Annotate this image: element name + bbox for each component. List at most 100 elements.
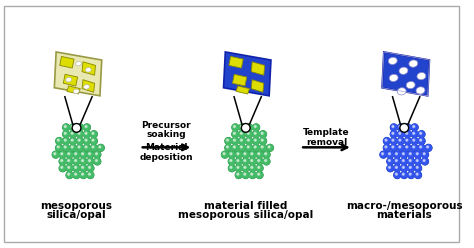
Circle shape bbox=[87, 151, 94, 158]
Circle shape bbox=[74, 160, 76, 161]
Circle shape bbox=[225, 138, 231, 144]
Circle shape bbox=[244, 160, 246, 161]
Circle shape bbox=[401, 152, 407, 158]
Circle shape bbox=[419, 145, 425, 151]
Circle shape bbox=[247, 139, 249, 141]
Circle shape bbox=[402, 173, 404, 175]
Polygon shape bbox=[82, 80, 95, 92]
Circle shape bbox=[77, 131, 83, 137]
Circle shape bbox=[415, 151, 421, 158]
Text: silica/opal: silica/opal bbox=[47, 210, 106, 220]
Circle shape bbox=[239, 131, 246, 137]
Circle shape bbox=[63, 124, 69, 130]
Circle shape bbox=[263, 151, 270, 158]
Circle shape bbox=[397, 124, 404, 131]
Circle shape bbox=[59, 158, 66, 165]
Circle shape bbox=[392, 139, 394, 141]
Circle shape bbox=[387, 151, 394, 158]
Circle shape bbox=[230, 166, 232, 168]
Circle shape bbox=[240, 139, 242, 141]
Ellipse shape bbox=[406, 81, 415, 89]
Circle shape bbox=[75, 166, 77, 168]
Circle shape bbox=[391, 145, 397, 151]
Circle shape bbox=[234, 139, 236, 141]
Circle shape bbox=[258, 166, 260, 168]
Circle shape bbox=[230, 160, 232, 161]
Circle shape bbox=[94, 158, 100, 165]
Circle shape bbox=[80, 172, 87, 178]
Circle shape bbox=[261, 146, 263, 148]
Circle shape bbox=[382, 153, 383, 155]
Text: Precursor: Precursor bbox=[141, 122, 191, 130]
Circle shape bbox=[427, 146, 428, 148]
Circle shape bbox=[251, 160, 253, 161]
Circle shape bbox=[243, 165, 249, 171]
Polygon shape bbox=[382, 52, 429, 96]
Circle shape bbox=[234, 125, 236, 127]
Circle shape bbox=[63, 131, 70, 138]
Circle shape bbox=[61, 153, 63, 155]
Circle shape bbox=[240, 146, 242, 148]
Circle shape bbox=[419, 131, 425, 137]
Circle shape bbox=[406, 139, 408, 141]
Circle shape bbox=[256, 151, 263, 158]
Circle shape bbox=[85, 125, 87, 127]
Circle shape bbox=[89, 160, 91, 161]
Circle shape bbox=[389, 166, 391, 168]
Circle shape bbox=[227, 146, 228, 148]
Text: macro-/mesoporous: macro-/mesoporous bbox=[346, 201, 463, 211]
Circle shape bbox=[408, 152, 414, 158]
Ellipse shape bbox=[399, 67, 408, 74]
Circle shape bbox=[251, 173, 253, 175]
Circle shape bbox=[399, 125, 401, 127]
Circle shape bbox=[410, 153, 411, 155]
Circle shape bbox=[236, 152, 242, 158]
Ellipse shape bbox=[75, 61, 82, 66]
Circle shape bbox=[78, 132, 80, 134]
Circle shape bbox=[228, 158, 235, 165]
Circle shape bbox=[408, 172, 415, 179]
Circle shape bbox=[240, 132, 242, 134]
Circle shape bbox=[229, 152, 235, 158]
Circle shape bbox=[246, 124, 252, 130]
Circle shape bbox=[87, 158, 94, 165]
Circle shape bbox=[249, 151, 256, 158]
Circle shape bbox=[232, 145, 238, 151]
Circle shape bbox=[68, 173, 70, 175]
Circle shape bbox=[420, 139, 422, 141]
Circle shape bbox=[87, 172, 93, 178]
Circle shape bbox=[70, 138, 76, 144]
Text: Template: Template bbox=[303, 128, 350, 137]
Circle shape bbox=[66, 172, 73, 179]
Polygon shape bbox=[82, 62, 95, 75]
Circle shape bbox=[70, 124, 76, 131]
Ellipse shape bbox=[417, 72, 426, 80]
Circle shape bbox=[73, 158, 80, 165]
Circle shape bbox=[80, 172, 87, 179]
Circle shape bbox=[81, 165, 87, 171]
Circle shape bbox=[236, 158, 242, 165]
Circle shape bbox=[225, 144, 232, 151]
Circle shape bbox=[73, 151, 80, 158]
Circle shape bbox=[239, 144, 246, 151]
Circle shape bbox=[409, 173, 411, 175]
Circle shape bbox=[78, 146, 80, 148]
Circle shape bbox=[397, 131, 404, 138]
Circle shape bbox=[71, 125, 73, 127]
Circle shape bbox=[243, 158, 249, 165]
Circle shape bbox=[239, 124, 246, 130]
Circle shape bbox=[71, 139, 73, 141]
Circle shape bbox=[70, 145, 76, 151]
Circle shape bbox=[391, 131, 397, 138]
Circle shape bbox=[404, 131, 411, 137]
Circle shape bbox=[425, 144, 432, 151]
Circle shape bbox=[404, 124, 411, 131]
Circle shape bbox=[63, 144, 70, 151]
Circle shape bbox=[383, 145, 390, 151]
Circle shape bbox=[389, 153, 391, 155]
Circle shape bbox=[94, 158, 100, 165]
Circle shape bbox=[415, 158, 421, 165]
Circle shape bbox=[413, 125, 415, 127]
Circle shape bbox=[399, 146, 401, 148]
Circle shape bbox=[83, 144, 90, 151]
